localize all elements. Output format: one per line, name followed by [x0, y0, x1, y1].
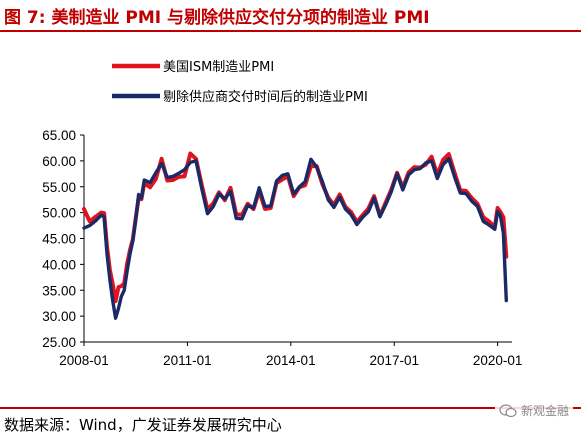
- y-tick-label: 65.00: [42, 128, 76, 143]
- chart-container: 美国ISM制造业PMI 剔除供应商交付时间后的制造业PMI 25.00 30.00 3…: [0, 36, 581, 406]
- y-tick-label: 40.00: [42, 257, 76, 272]
- pmi-line-chart: 美国ISM制造业PMI 剔除供应商交付时间后的制造业PMI 25.00 30.00 3…: [42, 60, 522, 368]
- footer-divider: [0, 407, 581, 409]
- legend-label: 剔除供应商交付时间后的制造业PMI: [163, 89, 368, 105]
- y-tick-label: 50.00: [42, 206, 76, 221]
- y-tick-label: 25.00: [42, 335, 76, 350]
- x-tick-label: 2011-01: [163, 353, 212, 368]
- watermark: 新观金融: [494, 401, 573, 420]
- watermark-label: 新观金融: [520, 404, 569, 418]
- chart-legend: 美国ISM制造业PMI 剔除供应商交付时间后的制造业PMI: [112, 60, 368, 105]
- title-divider: [0, 30, 581, 32]
- chart-series: [82, 151, 509, 320]
- chart-axes: 25.00 30.00 35.00 40.00 45.00 50.00 55.00 60.00…: [42, 128, 522, 368]
- source-note: 数据来源：Wind，广发证券发展研究中心: [4, 416, 282, 434]
- x-tick-label: 2017-01: [369, 353, 419, 368]
- series-line-pmi-ex-supplier-delivery: [82, 157, 508, 320]
- figure-title: 图 7: 美制造业 PMI 与剔除供应交付分项的制造业 PMI: [4, 8, 430, 28]
- y-tick-label: 35.00: [42, 283, 76, 298]
- y-tick-label: 30.00: [42, 309, 76, 324]
- series-line-ism-pmi: [82, 151, 509, 304]
- y-tick-label: 60.00: [42, 154, 76, 169]
- legend-label: 美国ISM制造业PMI: [163, 60, 274, 75]
- wechat-icon: [499, 403, 517, 417]
- title-bar: 图 7: 美制造业 PMI 与剔除供应交付分项的制造业 PMI: [0, 0, 581, 30]
- y-tick-label: 45.00: [42, 232, 76, 247]
- x-tick-label: 2020-01: [473, 353, 523, 368]
- y-tick-label: 55.00: [42, 180, 76, 195]
- x-tick-label: 2008-01: [59, 353, 109, 368]
- x-tick-label: 2014-01: [266, 353, 316, 368]
